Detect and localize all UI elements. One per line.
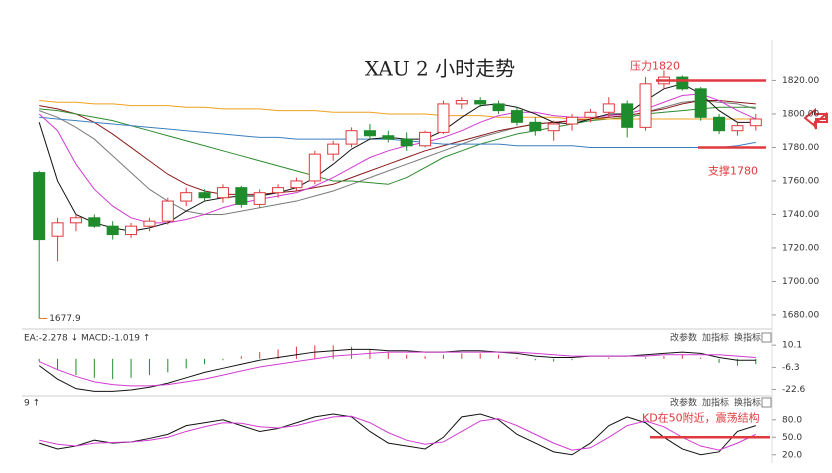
candle-body [363,130,376,137]
candle-body [400,138,413,147]
candle-body [161,200,174,222]
indicator-line [39,413,756,456]
panel-button[interactable]: 换指标 [734,397,761,409]
candle-body [694,88,707,118]
candle-body [639,83,652,128]
candle-body [529,121,542,132]
candle-body [437,103,450,133]
indicator-line [38,83,756,232]
candle-body [621,103,634,128]
candle-body [474,100,487,105]
candle-body [566,116,579,125]
indicator-line [39,415,757,451]
candle-body [584,111,597,118]
candle-body [492,103,505,112]
panel-button[interactable]: 换指标 [734,332,761,344]
candle-body [510,110,523,123]
candle-body [88,217,101,227]
candle-body [125,225,138,236]
candle-body [749,118,762,127]
indicator-line [39,100,756,120]
candle-body [180,192,193,202]
y-tick-label: -22.6 [782,385,806,395]
candle-body [235,187,248,205]
y-tick-label: -6.3 [782,363,800,373]
y-tick-label: 50.0 [782,433,802,443]
panel-button[interactable]: 改参数 [670,397,697,409]
y-tick-label: 1720.00 [782,243,819,253]
low-label: 1677.9 [49,314,81,324]
close-button[interactable] [761,397,772,408]
candle-body [602,103,615,113]
arrow-icon [812,111,827,130]
candle-body [455,100,468,105]
y-tick-label: 10.1 [782,341,802,351]
candle-body [143,220,156,227]
level-label: 压力1820 [630,59,680,72]
y-tick-label: 1820.00 [782,76,819,86]
panel-button[interactable]: 加指标 [702,332,729,344]
y-tick-label: 1680.00 [782,310,819,320]
candle-body [382,135,395,140]
candle-body [345,130,358,145]
candle-body [676,76,689,90]
candle-body [272,187,285,194]
level-label: KD在50附近，震荡结构 [642,410,760,424]
indicator-line [39,100,756,195]
panel-header: 9 ↑ [24,399,40,409]
candle-body [106,225,119,236]
candle-body [51,222,64,237]
candle-body [216,187,229,199]
candle-body [33,172,46,241]
y-tick-label: 1760.00 [782,176,819,186]
candle-body [308,153,321,182]
y-tick-label: 20.0 [782,450,802,460]
candle-body [198,192,211,199]
level-label: 支撑1780 [708,163,758,177]
y-tick-label: 1740.00 [782,210,819,220]
candle-body [290,180,303,189]
y-tick-label: 1800.00 [782,109,819,119]
indicator-line [38,351,756,387]
candle-body [69,217,82,224]
panel-header: EA:-2.278 ↓ MACD:-1.019 ↑ [24,334,150,344]
chart-title: XAU 2 小时走势 [365,57,515,81]
y-tick-label: 80.0 [782,415,802,425]
y-tick-label: 1780.00 [782,143,819,153]
close-button[interactable] [761,332,772,343]
candle-body [419,131,432,147]
candle-body [327,143,340,155]
indicator-line [38,93,757,224]
indicator-line [39,106,756,185]
panel-button[interactable]: 加指标 [702,397,729,409]
candle-body [731,125,744,132]
candle-body [713,116,726,132]
candle-body [253,192,266,205]
indicator-line [39,116,756,148]
y-tick-label: 1700.00 [782,277,819,287]
panel-button[interactable]: 改参数 [670,332,697,344]
candle-body [547,123,560,132]
